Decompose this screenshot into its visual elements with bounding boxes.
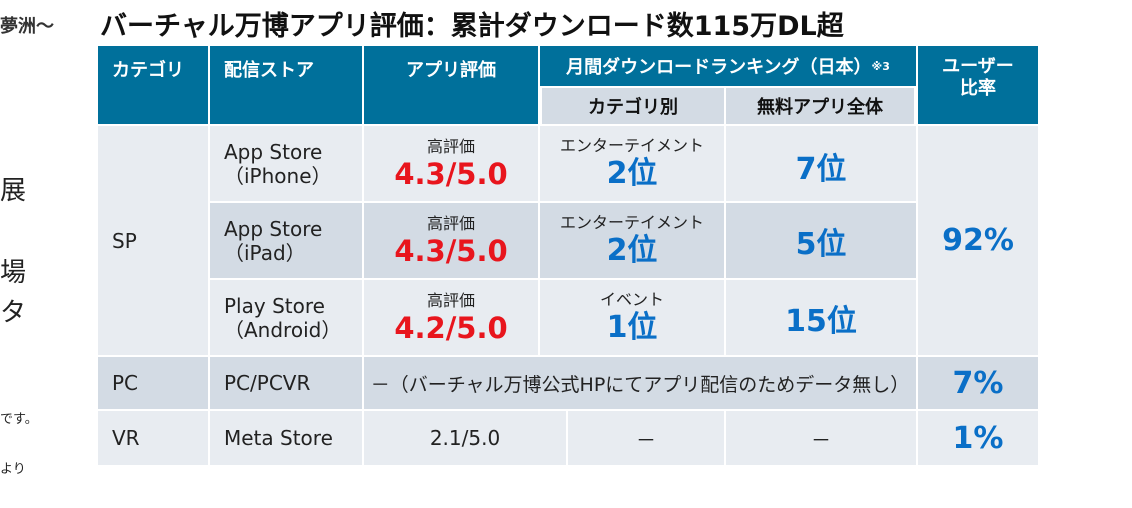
- slide-title: バーチャル万博アプリ評価：累計ダウンロード数115万DL超: [100, 11, 844, 42]
- header-ranking: 月間ダウンロードランキング（日本） ※3: [540, 46, 916, 86]
- category-genre: エンターテイメント: [559, 212, 704, 232]
- table-row-category-rank: イベント 1位: [540, 280, 724, 355]
- table-row-store: App Store （iPhone）: [210, 126, 362, 201]
- header-user-ratio-line1: ユーザー: [942, 56, 1014, 77]
- table-row-rating: 高評価 4.3/5.0: [364, 203, 538, 278]
- header-rating: アプリ評価: [364, 46, 538, 124]
- rating-label: 高評価: [426, 213, 475, 233]
- table-row-free-rank: 5位: [726, 203, 916, 278]
- store-device: （Android）: [224, 317, 342, 342]
- category-rank: 1位: [606, 309, 658, 345]
- table-row-store: Play Store （Android）: [210, 280, 362, 355]
- header-user-ratio-line2: 比率: [960, 78, 996, 99]
- category-pc: PC: [98, 357, 208, 409]
- ratio-sp: 92%: [918, 126, 1038, 355]
- rating-label: 高評価: [426, 290, 475, 310]
- category-sp: SP: [98, 126, 208, 355]
- ratio-pc: 7%: [918, 357, 1038, 409]
- rating-value: 4.3/5.0: [394, 156, 508, 191]
- header-ranking-label: 月間ダウンロードランキング（日本）: [566, 57, 872, 78]
- store-name: Play Store: [224, 293, 325, 318]
- store-name: App Store: [224, 139, 323, 164]
- left-text-fragment: です。: [0, 412, 38, 427]
- store-pc: PC/PCVR: [210, 357, 362, 409]
- store-name: App Store: [224, 216, 323, 241]
- subheader-free-rank: 無料アプリ全体: [726, 88, 914, 124]
- left-text-fragment: より: [0, 462, 26, 477]
- category-rank: 2位: [606, 232, 658, 268]
- table-row-rating: 高評価 4.3/5.0: [364, 126, 538, 201]
- category-vr: VR: [98, 411, 208, 465]
- rating-label: 高評価: [426, 136, 475, 156]
- left-text-fragment: 場: [0, 258, 27, 288]
- table-row-store: App Store （iPad）: [210, 203, 362, 278]
- ratio-vr: 1%: [918, 411, 1038, 465]
- table-row-rating: 高評価 4.2/5.0: [364, 280, 538, 355]
- header-store: 配信ストア: [210, 46, 362, 124]
- table-row-free-rank: 15位: [726, 280, 916, 355]
- pc-no-data-note: －（バーチャル万博公式HPにてアプリ配信のためデータ無し）: [364, 357, 916, 409]
- category-genre: エンターテイメント: [559, 135, 704, 155]
- left-text-fragment: 展: [0, 176, 27, 206]
- free-rank-vr: －: [726, 411, 916, 465]
- table-row-free-rank: 7位: [726, 126, 916, 201]
- store-device: （iPhone）: [224, 163, 332, 188]
- store-device: （iPad）: [224, 240, 306, 265]
- category-rank-vr: －: [568, 411, 724, 465]
- left-text-fragment: 夢洲～: [0, 16, 54, 37]
- header-ranking-note: ※3: [871, 59, 890, 73]
- rating-value: 4.2/5.0: [394, 310, 508, 345]
- rating-value: 4.3/5.0: [394, 233, 508, 268]
- rating-vr: 2.1/5.0: [364, 411, 566, 465]
- table-row-category-rank: エンターテイメント 2位: [540, 203, 724, 278]
- subheader-category-rank: カテゴリ別: [542, 88, 724, 124]
- category-genre: イベント: [599, 289, 664, 309]
- header-category: カテゴリ: [98, 46, 208, 124]
- category-rank: 2位: [606, 155, 658, 191]
- table-row-category-rank: エンターテイメント 2位: [540, 126, 724, 201]
- left-panel-clipped: 夢洲～ 展 場 タ です。 より: [0, 0, 92, 508]
- header-user-ratio: ユーザー 比率: [918, 46, 1038, 124]
- store-vr: Meta Store: [210, 411, 362, 465]
- left-text-fragment: タ: [0, 298, 27, 328]
